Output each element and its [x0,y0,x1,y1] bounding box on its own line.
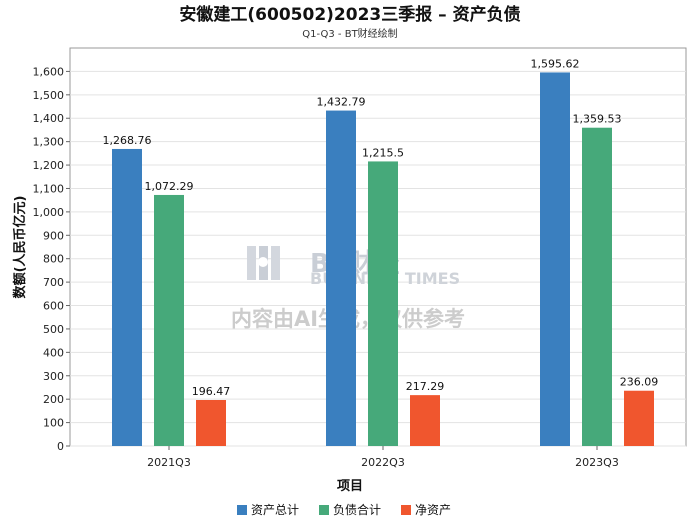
x-tick-label: 2022Q3 [361,456,405,469]
y-tick-label: 0 [57,440,64,453]
bt-logo-icon [247,246,280,280]
y-tick-label: 1,400 [33,112,65,125]
y-tick-label: 1,000 [33,206,65,219]
y-tick-label: 100 [43,417,64,430]
y-tick-label: 300 [43,370,64,383]
y-tick-label: 500 [43,323,64,336]
bar [540,72,570,447]
legend-swatch [319,505,329,515]
legend-label: 净资产 [415,503,451,517]
y-tick-label: 1,200 [33,159,65,172]
y-axis-title: 数额(人民币亿元) [12,196,28,299]
data-label: 1,359.53 [573,113,622,126]
y-tick-label: 600 [43,300,64,313]
legend: 资产总计 负债合计 净资产 [237,502,451,517]
y-tick-label: 800 [43,253,64,266]
x-tick-labels: 2021Q3 2022Q3 2023Q3 [147,446,619,469]
bar [582,127,612,447]
bars [112,72,654,447]
y-tick-label: 700 [43,276,64,289]
bar [112,148,142,447]
y-tick-label: 200 [43,393,64,406]
y-tick-label: 400 [43,346,64,359]
data-label: 1,268.76 [103,134,152,147]
legend-swatch [401,505,411,515]
bar [326,110,356,446]
legend-label: 负债合计 [333,502,381,517]
x-tick-label: 2021Q3 [147,456,191,469]
y-tick-label: 1,300 [33,136,65,149]
x-axis-title: 项目 [337,479,363,494]
y-tick-label: 1,600 [33,65,65,78]
data-label: 1,072.29 [145,180,194,193]
data-label: 236.09 [620,376,659,389]
data-labels: 1,268.76 1,072.29 196.47 1,432.79 1,215.5 217… [103,57,659,398]
data-label: 1,595.62 [531,57,580,70]
y-tick-labels: 0 100 200 300 400 500 600 700 800 900 1,000 1,100 1,… [33,65,65,453]
legend-swatch [237,505,247,515]
chart-title: 安徽建工(600502)2023三季报 – 资产负债 [179,4,520,25]
bar [410,395,440,446]
legend-label: 资产总计 [251,503,299,517]
data-label: 217.29 [406,380,445,393]
x-tick-label: 2023Q3 [575,456,619,469]
y-tick-label: 1,100 [33,182,65,195]
data-label: 1,432.79 [317,96,366,109]
data-label: 1,215.5 [362,146,404,159]
bar [368,161,398,446]
bar [154,194,184,446]
y-tick-label: 900 [43,229,64,242]
bar [196,400,226,446]
data-label: 196.47 [192,385,231,398]
bar [624,390,654,446]
chart-subtitle: Q1-Q3 - BT财经绘制 [302,27,397,40]
y-tick-label: 1,500 [33,89,65,102]
